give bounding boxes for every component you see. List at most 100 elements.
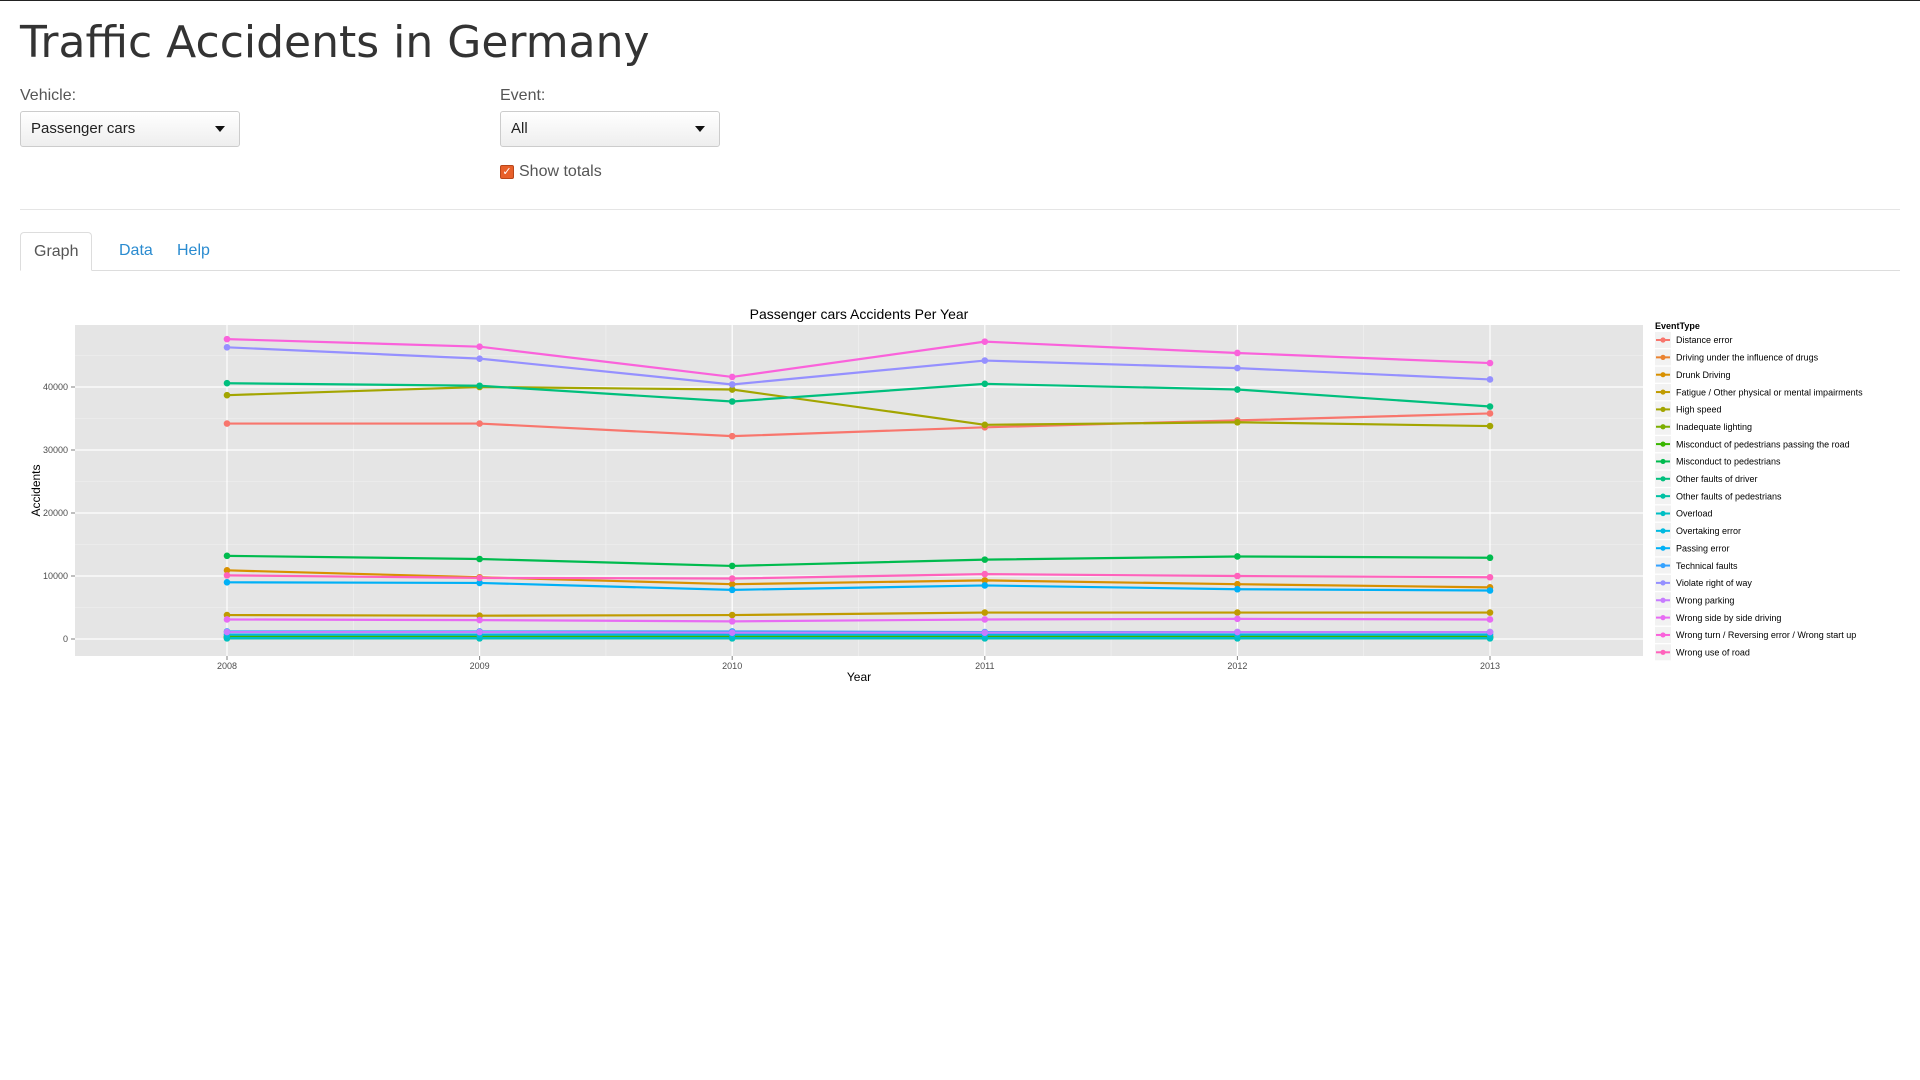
caret-down-icon — [215, 126, 225, 132]
legend-key-point — [1660, 337, 1666, 343]
data-point — [223, 344, 231, 351]
series-line — [226, 385, 1491, 428]
legend-key-point — [1660, 493, 1666, 499]
x-tick-label: 2012 — [1227, 661, 1247, 671]
data-point — [1234, 572, 1241, 580]
legend-label: Passing error — [1676, 543, 1730, 553]
data-point — [1234, 364, 1241, 372]
series-line — [226, 611, 1490, 617]
data-point — [981, 338, 989, 345]
data-point — [728, 611, 736, 619]
series-line — [226, 573, 1491, 580]
event-select[interactable]: All — [500, 111, 720, 147]
data-point — [1486, 554, 1494, 562]
accidents-line-chart: 0 10000 20000 30000 40000 2008 2009 2010 2011 201… — [29, 306, 1863, 684]
data-point — [728, 629, 736, 636]
tab-help[interactable]: Help — [177, 242, 210, 259]
legend-key-point — [1660, 580, 1666, 586]
x-tick-label: 2009 — [470, 661, 490, 671]
show-totals-checkbox[interactable]: ✓ Show totals — [500, 163, 602, 181]
data-point — [476, 628, 483, 636]
legend-label: Driving under the influence of drugs — [1676, 353, 1819, 363]
series-line — [226, 346, 1491, 386]
chart-title: Passenger cars Accidents Per Year — [750, 306, 969, 322]
data-point — [728, 580, 736, 588]
legend-key-point — [1660, 510, 1666, 517]
x-tick-label: 2008 — [217, 661, 237, 671]
data-point — [1234, 615, 1241, 623]
legend-label: Other faults of driver — [1676, 474, 1758, 484]
tab-graph[interactable]: Graph — [20, 232, 93, 271]
series-line — [226, 338, 1491, 379]
data-point — [981, 629, 989, 636]
legend-key-point — [1660, 441, 1666, 447]
legend-label: Overload — [1676, 509, 1713, 519]
data-point — [981, 582, 989, 589]
data-point — [1486, 573, 1494, 581]
legend-key-point — [1660, 389, 1666, 395]
legend-label: Other faults of pedestrians — [1676, 491, 1782, 501]
legend-key-point — [1660, 406, 1666, 412]
data-point — [728, 562, 736, 570]
data-point — [223, 552, 231, 560]
tab-data[interactable]: Data — [119, 242, 153, 259]
data-point — [476, 420, 483, 427]
series-line — [226, 569, 1491, 589]
data-point — [223, 616, 231, 623]
legend-label: Fatigue / Other physical or mental impai… — [1676, 387, 1863, 397]
data-point — [1486, 376, 1494, 383]
data-point — [1486, 628, 1494, 636]
data-point — [1234, 418, 1241, 426]
data-point — [476, 574, 483, 582]
legend-label: Wrong use of road — [1676, 648, 1750, 658]
event-select-value: All — [511, 120, 528, 137]
data-point — [476, 579, 483, 587]
legend-label: Drunk Driving — [1676, 370, 1731, 380]
data-point — [223, 379, 231, 387]
series-line — [226, 581, 1491, 592]
data-point — [981, 421, 989, 429]
show-totals-label: Show totals — [519, 163, 602, 180]
legend-key-point — [1660, 632, 1666, 638]
y-axis-label: Accidents — [29, 464, 43, 516]
series-line — [227, 412, 1491, 438]
tab-bar: Graph Data Help — [20, 232, 1900, 271]
legend-label: Misconduct to pedestrians — [1676, 457, 1781, 467]
legend-key-point — [1660, 424, 1666, 430]
data-point — [728, 381, 736, 388]
legend-label: Overtaking error — [1676, 526, 1741, 536]
legend-label: Distance error — [1676, 335, 1733, 345]
data-point — [476, 555, 483, 563]
data-point — [728, 575, 736, 582]
legend-key-point — [1660, 597, 1666, 603]
legend-key-point — [1660, 615, 1666, 621]
data-point — [981, 357, 989, 364]
legend-label: Violate right of way — [1676, 578, 1752, 588]
plot-panel — [75, 325, 1643, 656]
series-line — [226, 382, 1491, 408]
legend-label: Wrong side by side driving — [1676, 613, 1781, 623]
data-point — [1234, 580, 1241, 588]
data-point — [728, 386, 736, 393]
data-point — [1486, 359, 1494, 367]
caret-down-icon — [695, 126, 705, 132]
y-tick-label: 10000 — [43, 571, 68, 581]
data-point — [476, 382, 483, 390]
legend-label: Misconduct of pedestrians passing the ro… — [1676, 439, 1850, 449]
data-point — [1486, 587, 1494, 594]
x-tick-label: 2013 — [1480, 661, 1500, 671]
legend-label: Technical faults — [1676, 561, 1738, 571]
vehicle-select-value: Passenger cars — [31, 120, 136, 137]
check-icon[interactable]: ✓ — [500, 165, 514, 179]
data-point — [981, 616, 989, 623]
data-point — [1486, 410, 1494, 417]
data-point — [476, 616, 483, 624]
data-point — [1486, 403, 1494, 410]
data-point — [1234, 628, 1241, 636]
legend-key-point — [1660, 528, 1666, 534]
vehicle-select[interactable]: Passenger cars — [20, 111, 240, 147]
legend-key-point — [1660, 372, 1666, 378]
data-point — [223, 572, 231, 579]
legend-label: High speed — [1676, 405, 1722, 415]
data-point — [1234, 585, 1241, 593]
